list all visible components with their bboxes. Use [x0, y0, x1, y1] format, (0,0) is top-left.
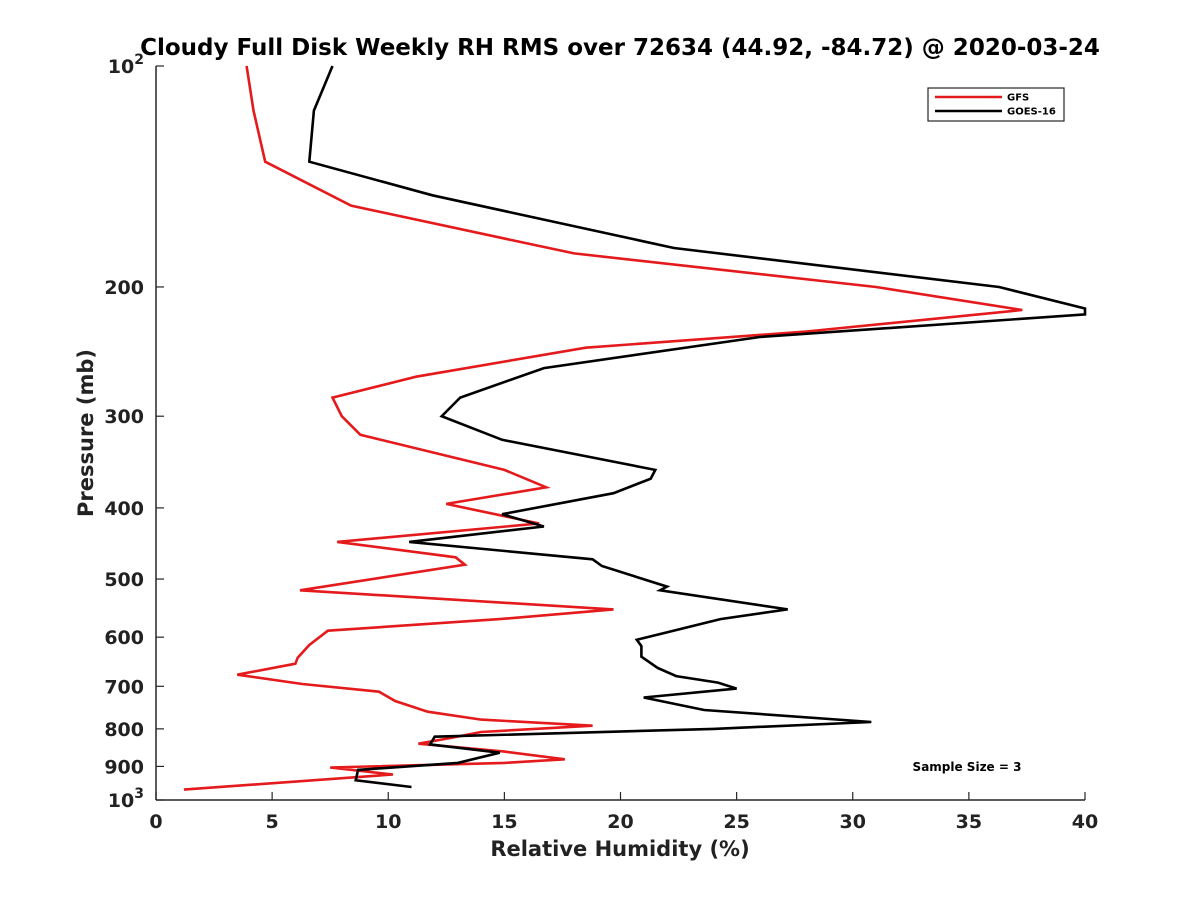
x-tick-label: 5 [266, 811, 279, 833]
y-tick-label: 600 [104, 627, 144, 649]
y-axis-label: Pressure (mb) [74, 349, 98, 517]
series-line-gfs [183, 65, 1023, 791]
series-layer [183, 65, 1087, 791]
x-axis-ticks: 0 5 10 15 20 25 30 35 40 [149, 792, 1098, 833]
y-tick-label: 500 [104, 569, 144, 591]
x-tick-label: 15 [491, 811, 517, 833]
y-tick-label: 400 [104, 498, 144, 520]
y-axis-ticks: 102 200 300 400 500 600 700 800 900 103 [104, 52, 164, 812]
sample-size-annotation: Sample Size = 3 [913, 760, 1022, 774]
x-tick-label: 10 [375, 811, 401, 833]
x-tick-label: 20 [607, 811, 633, 833]
legend: GFS GOES-16 [927, 87, 1065, 122]
plot-area [155, 65, 1087, 801]
series-line-goes16 [307, 65, 1087, 789]
x-tick-label: 0 [149, 811, 162, 833]
x-tick-label: 30 [840, 811, 866, 833]
y-tick-label: 200 [104, 277, 144, 299]
x-tick-label: 40 [1072, 811, 1098, 833]
x-tick-label: 35 [956, 811, 982, 833]
legend-box [927, 87, 1065, 122]
y-tick-label: 700 [104, 676, 144, 698]
x-tick-label: 25 [723, 811, 749, 833]
y-tick-label: 102 [108, 52, 144, 78]
chart-title: Cloudy Full Disk Weekly RH RMS over 7263… [140, 35, 1100, 61]
y-tick-label: 103 [108, 786, 144, 812]
x-axis-label: Relative Humidity (%) [490, 837, 749, 861]
y-tick-label: 800 [104, 719, 144, 741]
y-tick-label: 300 [104, 406, 144, 428]
y-tick-label: 900 [104, 756, 144, 778]
legend-label-gfs: GFS [1007, 93, 1029, 104]
legend-label-goes16: GOES-16 [1007, 107, 1056, 118]
